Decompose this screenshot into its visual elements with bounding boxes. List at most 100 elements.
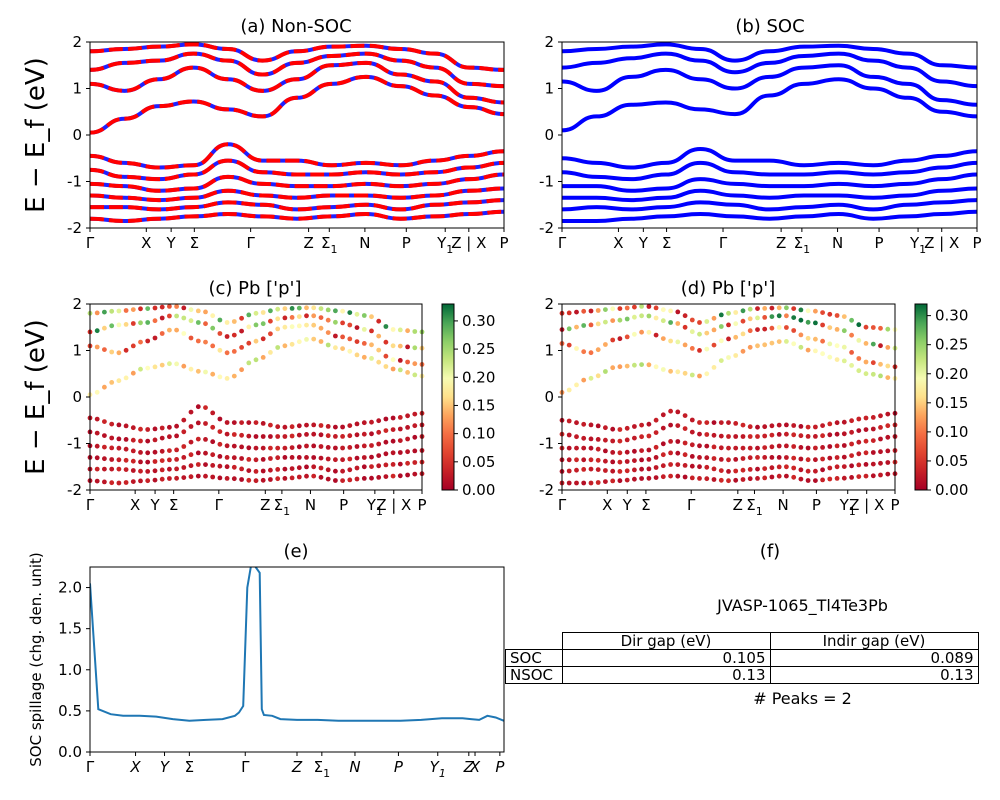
y-tick-label: -1 [539, 173, 554, 191]
scatter-point [94, 310, 100, 316]
y-tick-label: -2 [539, 219, 554, 237]
scatter-point [130, 370, 136, 376]
scatter-point [755, 306, 760, 311]
x-tick-label: Y1 [839, 496, 856, 518]
scatter-point [603, 479, 608, 484]
scatter-point [798, 476, 804, 482]
scatter-point [747, 328, 753, 334]
scatter-point [268, 308, 273, 314]
scatter-point [268, 422, 273, 428]
scatter-point [203, 421, 208, 426]
scatter-point [224, 334, 230, 339]
scatter-point [689, 329, 695, 335]
scatter-point [296, 444, 302, 450]
scatter-point [791, 328, 797, 333]
scatter-point [849, 475, 854, 480]
scatter-point [624, 363, 630, 369]
x-tick-label: Y [638, 234, 649, 252]
scatter-point [603, 437, 608, 443]
scatter-point [340, 457, 345, 463]
x-tick-label: N [832, 234, 843, 252]
y-tick-label: 2.0 [58, 579, 82, 597]
scatter-point [632, 314, 637, 320]
scatter-point [325, 317, 331, 323]
band-line [90, 158, 504, 182]
scatter-point [841, 454, 847, 460]
scatter-point [159, 304, 165, 310]
scatter-point [203, 309, 208, 315]
scatter-point [820, 477, 825, 483]
scatter-point [159, 425, 165, 431]
scatter-point [733, 421, 739, 426]
scatter-point [369, 475, 374, 481]
scatter-point [231, 464, 237, 470]
x-tick-label: X [602, 496, 612, 514]
scatter-point [813, 434, 818, 439]
y-tick-label: 2 [544, 33, 554, 51]
band-line [90, 60, 504, 105]
scatter-point [397, 327, 403, 333]
scatter-point [798, 332, 804, 338]
x-tick-label: Z | X [451, 234, 486, 252]
scatter-point [841, 431, 847, 437]
band-line [562, 198, 977, 212]
scatter-point [660, 336, 666, 341]
band-line [562, 146, 977, 170]
scatter-point [588, 457, 594, 463]
scatter-point [711, 444, 717, 450]
scatter-point [646, 421, 652, 427]
scatter-point [660, 412, 666, 418]
scatter-point [653, 465, 659, 470]
scatter-point [340, 334, 345, 340]
scatter-point [123, 437, 129, 442]
scatter-point [253, 445, 259, 451]
scatter-point [755, 315, 760, 321]
scatter-point [94, 478, 100, 484]
scatter-point [354, 465, 360, 471]
scatter-point [224, 350, 230, 356]
scatter-point [174, 327, 180, 333]
scatter-point [675, 339, 681, 345]
scatter-point [798, 456, 804, 462]
scatter-point [318, 315, 324, 320]
scatter-point [791, 432, 797, 438]
scatter-point [581, 308, 587, 314]
scatter-point [603, 458, 608, 464]
x-tick-label: Z | X [849, 496, 884, 514]
scatter-point [653, 305, 659, 311]
scatter-point [675, 450, 681, 456]
scatter-point [813, 457, 818, 463]
scatter-point [188, 335, 194, 341]
scatter-point [827, 432, 833, 438]
scatter-point [210, 424, 216, 430]
scatter-point [624, 316, 630, 322]
scatter-point [747, 434, 753, 439]
scatter-point [354, 455, 360, 461]
scatter-point [675, 321, 681, 326]
scatter-point [210, 343, 216, 349]
scatter-point [347, 445, 353, 450]
scatter-point [849, 332, 854, 338]
scatter-point [870, 461, 876, 467]
scatter-point [246, 360, 252, 366]
scatter-point [574, 382, 579, 388]
scatter-point [253, 434, 259, 439]
scatter-point [740, 445, 746, 451]
scatter-point [167, 304, 172, 309]
scatter-point [376, 453, 382, 458]
scatter-point [340, 434, 345, 439]
scatter-point [776, 325, 782, 330]
scatter-point [102, 433, 107, 438]
scatter-point [224, 464, 230, 470]
scatter-point [711, 342, 717, 348]
scatter-point [856, 356, 862, 361]
scatter-point [239, 328, 245, 334]
scatter-point [820, 445, 825, 450]
scatter-point [412, 372, 418, 378]
scatter-point [769, 340, 775, 346]
x-tick-label: Z [463, 758, 475, 776]
scatter-point [697, 443, 702, 449]
scatter-point [94, 443, 100, 449]
scatter-point [239, 315, 245, 321]
scatter-point [390, 450, 396, 456]
